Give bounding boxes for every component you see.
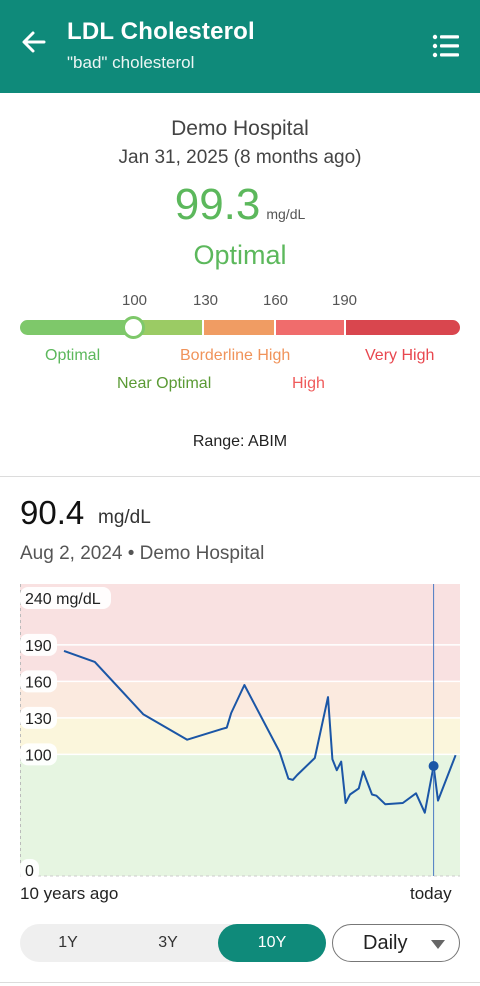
- range-value-marker: [122, 316, 145, 339]
- zone-label-borderline-high: Borderline High: [180, 347, 291, 364]
- band-borderline: [20, 681, 460, 718]
- range-segment-very-high: [346, 320, 460, 335]
- result-value-row: 99.3 mg/dL: [0, 180, 480, 230]
- range-button-1y[interactable]: 1Y: [58, 934, 78, 951]
- range-tick-190: 190: [332, 292, 358, 309]
- y-tick-label-bg: [20, 587, 111, 609]
- band-near-optimal: [20, 717, 460, 755]
- selected-meta: Aug 2, 2024 • Demo Hospital: [20, 543, 265, 564]
- result-unit: mg/dL: [266, 206, 306, 222]
- selected-value: 90.4: [20, 494, 85, 531]
- y-tick-label-bg: [20, 706, 57, 729]
- result-date: Jan 31, 2025 (8 months ago): [118, 147, 362, 168]
- range-button-10y[interactable]: 10Y: [218, 924, 326, 962]
- range-bar: [20, 316, 460, 339]
- y-tick-label: 100: [25, 747, 52, 764]
- section-divider: [0, 476, 480, 477]
- y-tick-label: 240 mg/dL: [25, 591, 101, 608]
- y-tick-label-bg: [20, 633, 57, 656]
- range-segment-borderline-high: [204, 320, 274, 335]
- selected-point: [428, 761, 439, 772]
- list-icon[interactable]: [432, 34, 460, 58]
- history-chart[interactable]: 240 mg/dL 190 160 130 100 0: [20, 584, 460, 878]
- granularity-dropdown[interactable]: Daily: [332, 924, 460, 962]
- bottom-divider: [0, 982, 480, 983]
- range-button-3y[interactable]: 3Y: [158, 934, 178, 951]
- granularity-value: Daily: [363, 932, 408, 954]
- range-segment-high: [276, 320, 344, 335]
- zone-label-high: High: [292, 375, 325, 392]
- range-tick-130: 130: [193, 292, 219, 309]
- time-range-selector: 1Y 3Y 10Y: [20, 924, 326, 962]
- data-line: [63, 649, 457, 814]
- zone-label-optimal: Optimal: [45, 347, 101, 364]
- range-segment-near-optimal: [132, 320, 202, 335]
- range-source: Range: ABIM: [192, 433, 288, 450]
- y-tick-label: 130: [25, 711, 52, 728]
- selected-unit: mg/dL: [98, 507, 151, 528]
- band-optimal: [20, 754, 460, 876]
- zone-label-near-optimal: Near Optimal: [117, 375, 212, 392]
- x-axis-start-label: 10 years ago: [20, 884, 119, 903]
- zone-label-very-high: Very High: [365, 347, 435, 364]
- range-segment-optimal: [20, 320, 132, 335]
- x-axis-end-label: today: [410, 884, 452, 903]
- range-tick-160: 160: [263, 292, 289, 309]
- range-tick-100: 100: [122, 292, 148, 309]
- result-status: Optimal: [193, 240, 287, 270]
- arrow-left-icon[interactable]: [20, 28, 48, 56]
- result-source: Demo Hospital: [171, 117, 309, 140]
- chevron-down-icon: [431, 940, 445, 949]
- y-tick-label: 0: [25, 863, 34, 878]
- y-tick-label-bg: [20, 670, 57, 693]
- page-subtitle: "bad" cholesterol: [67, 53, 195, 72]
- y-tick-label: 190: [25, 638, 52, 655]
- result-value: 99.3: [174, 180, 261, 229]
- y-tick-label-bg: [20, 743, 57, 766]
- app-header: LDL Cholesterol "bad" cholesterol: [0, 0, 480, 93]
- y-tick-label: 160: [25, 674, 52, 691]
- page-title: LDL Cholesterol: [67, 18, 255, 45]
- y-tick-label-bg: [20, 859, 39, 878]
